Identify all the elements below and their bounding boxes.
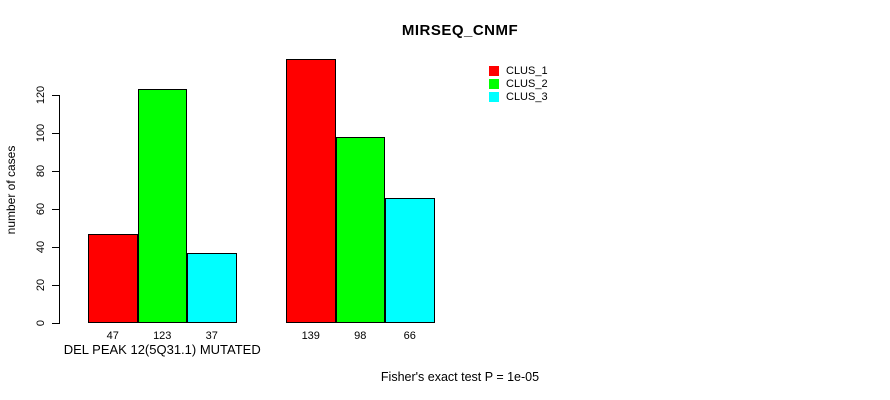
- bar-clus_3: [385, 197, 435, 323]
- bar-value-label: 47: [106, 330, 119, 342]
- bar-value-label: 123: [153, 330, 172, 342]
- y-axis-tick-label: 0: [35, 319, 47, 327]
- bar-value-label: 37: [205, 330, 218, 342]
- legend-swatch-clus-3: [489, 91, 499, 102]
- y-axis-line: [59, 95, 60, 324]
- bar-value-label: 98: [354, 330, 367, 342]
- y-axis-tick: [52, 285, 59, 286]
- legend-item-clus-1: CLUS_1: [489, 65, 548, 78]
- y-axis-tick-label: 80: [35, 164, 47, 178]
- y-axis-tick-label: 120: [35, 85, 47, 105]
- y-axis-tick-label: 20: [35, 278, 47, 292]
- legend-swatch-clus-2: [489, 79, 499, 90]
- y-axis-tick-label: 60: [35, 202, 47, 216]
- annotation-text: Fisher's exact test P = 1e-05: [380, 370, 540, 384]
- y-axis-tick: [52, 209, 59, 210]
- legend-item-clus-2: CLUS_2: [489, 78, 548, 91]
- bar-value-label: 139: [301, 330, 320, 342]
- bar-clus_2: [335, 136, 385, 323]
- bar-clus_3: [187, 252, 237, 323]
- y-axis-tick-label: 40: [35, 240, 47, 254]
- bar-clus_1: [88, 233, 138, 323]
- chart-title: MIRSEQ_CNMF: [401, 22, 519, 39]
- y-axis-tick: [52, 323, 59, 324]
- legend-label: CLUS_3: [506, 90, 548, 103]
- y-axis-tick: [52, 95, 59, 96]
- bar-clus_2: [137, 89, 187, 323]
- legend-item-clus-3: CLUS_3: [489, 90, 548, 103]
- y-axis-tick: [52, 133, 59, 134]
- y-axis-tick: [52, 247, 59, 248]
- y-axis-label: number of cases: [4, 145, 18, 235]
- y-axis-tick: [52, 171, 59, 172]
- legend-swatch-clus-1: [489, 66, 499, 77]
- bar-value-label: 66: [403, 330, 416, 342]
- group-label: DEL PEAK 12(5Q31.1) MUTATED: [63, 342, 261, 357]
- y-axis-tick-label: 100: [35, 123, 47, 143]
- legend-label: CLUS_2: [506, 78, 548, 91]
- bar-clus_1: [286, 58, 336, 323]
- legend-label: CLUS_1: [506, 65, 548, 78]
- legend: CLUS_1 CLUS_2 CLUS_3: [489, 65, 548, 103]
